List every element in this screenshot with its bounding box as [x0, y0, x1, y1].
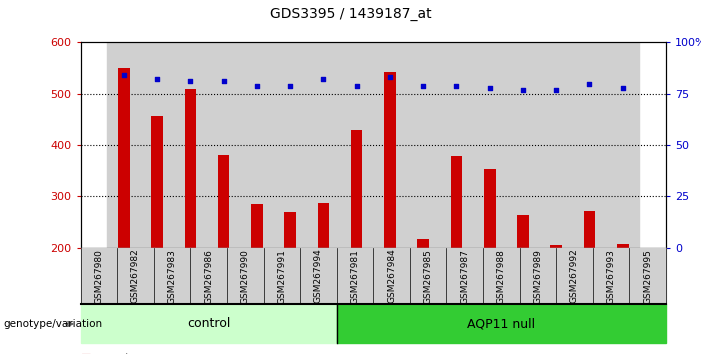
Text: GSM267993: GSM267993 — [606, 249, 615, 304]
Point — [318, 76, 329, 82]
Bar — [340, 42, 373, 248]
Text: GSM267983: GSM267983 — [168, 249, 177, 304]
Bar — [384, 72, 396, 248]
Text: GSM267985: GSM267985 — [423, 249, 433, 304]
Text: AQP11 null: AQP11 null — [468, 318, 536, 330]
Bar — [218, 155, 229, 248]
Bar — [484, 169, 496, 248]
Bar — [140, 42, 174, 248]
Bar — [118, 68, 130, 248]
Text: GSM267982: GSM267982 — [131, 249, 140, 303]
Text: GDS3395 / 1439187_at: GDS3395 / 1439187_at — [270, 7, 431, 21]
Bar — [174, 42, 207, 248]
Point — [550, 87, 562, 92]
Text: GSM267990: GSM267990 — [240, 249, 250, 304]
Point — [185, 79, 196, 84]
Bar — [273, 42, 307, 248]
Bar — [240, 42, 273, 248]
Text: GSM267991: GSM267991 — [278, 249, 286, 304]
Point — [584, 81, 595, 86]
Text: GSM267988: GSM267988 — [497, 249, 506, 304]
Bar — [440, 42, 473, 248]
Point — [384, 75, 395, 80]
Text: GSM267981: GSM267981 — [350, 249, 360, 304]
Bar — [318, 203, 329, 248]
Bar — [107, 42, 140, 248]
Point — [517, 87, 529, 92]
Text: GSM267992: GSM267992 — [570, 249, 579, 303]
Bar — [417, 239, 429, 248]
Text: ■: ■ — [81, 353, 91, 354]
Bar — [506, 42, 540, 248]
Text: GSM267994: GSM267994 — [314, 249, 323, 303]
Bar — [151, 116, 163, 248]
Text: GSM267989: GSM267989 — [533, 249, 543, 304]
Point — [251, 83, 262, 88]
Bar — [550, 245, 562, 248]
Bar — [540, 42, 573, 248]
Text: GSM267995: GSM267995 — [643, 249, 652, 304]
Point — [151, 76, 163, 82]
Point — [285, 83, 296, 88]
Point — [351, 83, 362, 88]
Point — [418, 83, 429, 88]
Bar — [407, 42, 440, 248]
Point — [118, 73, 130, 78]
Bar — [617, 244, 629, 248]
Text: GSM267986: GSM267986 — [204, 249, 213, 304]
Text: control: control — [187, 318, 231, 330]
Point — [484, 85, 496, 91]
Text: count: count — [98, 353, 130, 354]
Bar — [584, 211, 595, 248]
Point — [218, 79, 229, 84]
Bar — [184, 89, 196, 248]
Bar — [451, 156, 462, 248]
Point — [617, 85, 628, 91]
Bar — [307, 42, 340, 248]
Bar — [207, 42, 240, 248]
Text: GSM267984: GSM267984 — [387, 249, 396, 303]
Text: genotype/variation: genotype/variation — [4, 319, 102, 329]
Bar — [517, 216, 529, 248]
Text: GSM267980: GSM267980 — [95, 249, 104, 304]
Point — [451, 83, 462, 88]
Bar — [350, 130, 362, 248]
Bar — [473, 42, 506, 248]
Bar — [606, 42, 639, 248]
Bar — [285, 212, 296, 248]
Bar — [374, 42, 407, 248]
Bar — [251, 204, 263, 248]
Text: GSM267987: GSM267987 — [461, 249, 469, 304]
Bar — [573, 42, 606, 248]
